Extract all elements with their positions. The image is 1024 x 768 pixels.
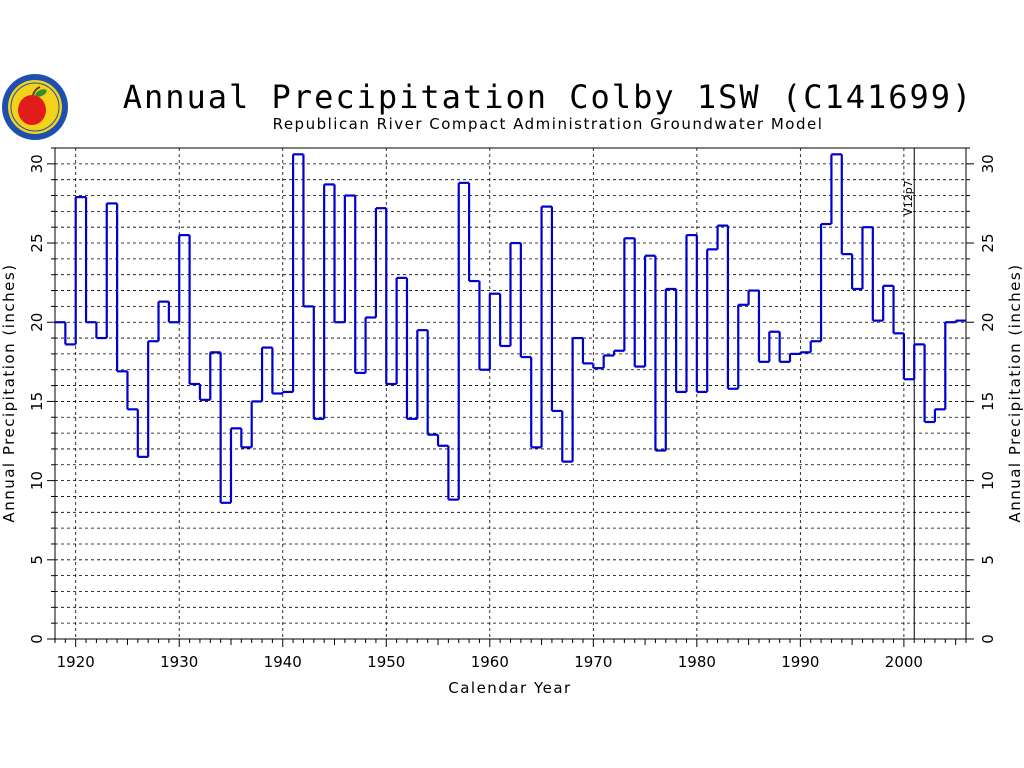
chart-subtitle: Republican River Compact Administration … [273, 115, 824, 133]
y-axis-label-right: Annual Precipitation (inches) [1006, 263, 1024, 522]
y-tick-label-left: 15 [28, 392, 46, 411]
y-axis-label-left: Annual Precipitation (inches) [0, 263, 18, 522]
y-tick-label-left: 30 [28, 154, 46, 173]
y-tick-labels-left: 0 5 10 15 20 25 30 [28, 154, 46, 643]
x-tick-label: 1940 [264, 653, 302, 671]
x-tick-label: 1980 [678, 653, 716, 671]
x-axis-label: Calendar Year [448, 679, 571, 697]
axis-ticks [47, 147, 974, 647]
y-tick-label-right: 30 [979, 154, 997, 173]
y-tick-label-left: 10 [28, 471, 46, 490]
x-tick-label: 1950 [367, 653, 405, 671]
x-tick-labels: 1920 1930 1940 1950 1960 1970 1980 1990 … [57, 653, 923, 671]
series-layer [55, 153, 966, 504]
model-version-annotation: V12p7 [902, 180, 915, 216]
x-tick-label: 1970 [574, 653, 612, 671]
y-tick-label-right: 5 [979, 555, 997, 565]
plot-frame [54, 147, 967, 640]
x-tick-label: 2000 [885, 653, 923, 671]
x-tick-label: 1930 [160, 653, 198, 671]
y-tick-label-left: 0 [28, 634, 46, 644]
x-tick-label: 1960 [471, 653, 509, 671]
y-tick-label-right: 10 [979, 471, 997, 490]
y-tick-labels-right: 0 5 10 15 20 25 30 [979, 154, 997, 643]
y-tick-label-right: 20 [979, 313, 997, 332]
agency-logo [2, 74, 68, 140]
x-tick-label: 1990 [781, 653, 819, 671]
y-tick-label-left: 20 [28, 313, 46, 332]
y-tick-label-right: 0 [979, 634, 997, 644]
x-tick-label: 1920 [57, 653, 95, 671]
y-tick-label-right: 25 [979, 233, 997, 252]
chart-title: Annual Precipitation Colby 1SW (C141699) [123, 78, 974, 116]
y-tick-label-right: 15 [979, 392, 997, 411]
y-tick-label-left: 25 [28, 233, 46, 252]
y-tick-label-left: 5 [28, 555, 46, 565]
grid-lines [55, 148, 966, 639]
